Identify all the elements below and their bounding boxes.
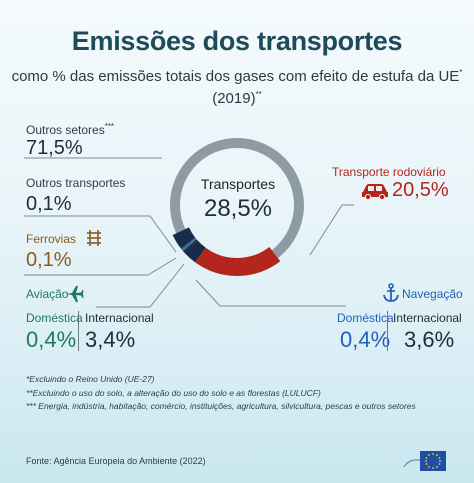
leader-line-rodoviario — [309, 204, 354, 256]
segment-navegacao-domestica — [181, 237, 197, 251]
label-aviacao-domestica: Doméstica — [26, 311, 83, 325]
leader-lines — [24, 157, 354, 308]
plane-icon — [66, 286, 84, 302]
segment-aviacao-internacional — [183, 239, 206, 263]
leader-line-outros-transportes — [24, 215, 177, 253]
divider-navegacao — [387, 311, 388, 351]
label-aviacao: Aviação — [26, 287, 69, 301]
donut-ring — [170, 138, 304, 276]
rail-icon — [87, 230, 101, 246]
label-outros-setores: Outros setores*** — [26, 122, 114, 137]
label-navegacao: Navegação — [402, 287, 463, 301]
source-text: Fonte: Agência Europeia do Ambiente (202… — [26, 456, 206, 466]
leader-line-aviacao — [96, 263, 185, 308]
subtitle-text: como % das emissões totais dos gases com… — [11, 68, 460, 85]
value-ferrovias: 0,1% — [26, 249, 72, 271]
label-ferrovias: Ferrovias — [26, 232, 77, 246]
car-icon — [362, 184, 388, 200]
year-text: (2019) — [212, 90, 256, 107]
footnotes: *Excluindo o Reino Unido (UE-27) **Exclu… — [26, 373, 416, 414]
divider-aviacao — [78, 311, 79, 351]
center-label: Transportes — [200, 176, 276, 192]
value-aviacao-domestica: 0,4% — [26, 327, 77, 352]
segment-aviacao-domestica — [182, 239, 198, 253]
label-rodoviario: Transporte rodoviário — [332, 165, 446, 179]
year-footnote-mark: ** — [255, 90, 262, 99]
footnote-3: *** Energia, indústria, habitação, comér… — [26, 401, 416, 411]
segment-outros-setores — [170, 138, 304, 259]
value-navegacao-internacional: 3,6% — [404, 327, 455, 352]
outros-setores-text: Outros setores — [26, 123, 105, 137]
year-subtitle: (2019)** — [0, 90, 474, 107]
label-navegacao-internacional: Internacional — [393, 311, 462, 325]
value-navegacao-domestica: 0,4% — [340, 327, 391, 352]
footnote-2: **Excluindo o uso do solo, a alteração d… — [26, 387, 321, 398]
center-value: 28,5% — [203, 195, 273, 222]
subtitle-footnote-mark: * — [459, 68, 463, 77]
eu-flag-icon — [403, 451, 446, 471]
page-title: Emissões dos transportes — [71, 26, 403, 56]
value-outros-transportes: 0,1% — [26, 193, 72, 215]
value-outros-setores: 71,5% — [26, 137, 83, 159]
value-aviacao-internacional: 3,4% — [85, 327, 136, 352]
leader-line-ferrovias — [24, 257, 177, 276]
outros-setores-footnote: *** — [104, 122, 115, 131]
value-rodoviario: 20,5% — [392, 179, 449, 201]
label-navegacao-domestica: Doméstica — [337, 311, 394, 325]
leader-line-navegacao — [195, 279, 346, 307]
segment-navegacao-internacional — [172, 227, 196, 249]
subtitle: como % das emissões totais dos gases com… — [0, 68, 474, 85]
label-aviacao-internacional: Internacional — [85, 311, 154, 325]
anchor-icon — [383, 283, 399, 302]
footnote-1: *Excluindo o Reino Unido (UE-27) — [26, 374, 155, 384]
label-outros-transportes: Outros transportes — [26, 176, 126, 190]
segment-rodoviario — [195, 246, 281, 276]
